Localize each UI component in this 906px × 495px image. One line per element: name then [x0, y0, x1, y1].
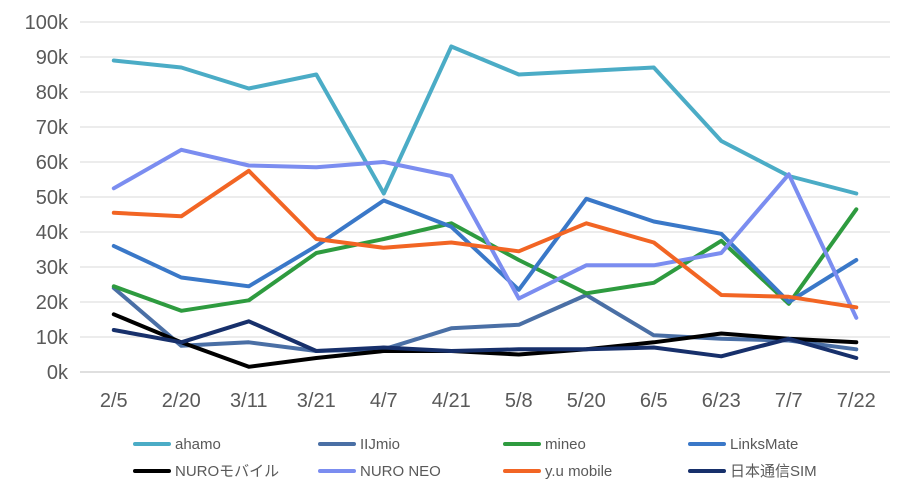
legend-label: IIJmio — [360, 436, 400, 453]
x-tick-label: 2/20 — [162, 390, 201, 412]
x-tick-label: 4/7 — [370, 390, 398, 412]
legend-label: 日本通信SIM — [730, 463, 817, 480]
x-tick-label: 4/21 — [432, 390, 471, 412]
legend-label: ahamo — [175, 436, 221, 453]
legend-label: NUROモバイル — [175, 463, 279, 480]
y-tick-label: 50k — [36, 187, 69, 209]
x-tick-label: 6/23 — [702, 390, 741, 412]
y-tick-label: 70k — [36, 117, 69, 139]
y-tick-label: 0k — [47, 362, 69, 384]
x-tick-label: 6/5 — [640, 390, 668, 412]
x-tick-label: 3/11 — [230, 390, 267, 412]
series-line-2: mineo — [111, 207, 859, 313]
y-tick-label: 90k — [36, 47, 69, 69]
x-tick-label: 7/22 — [837, 390, 876, 412]
legend-label: y.u mobile — [545, 463, 612, 480]
x-tick-label: 5/8 — [505, 390, 533, 412]
x-tick-label: 5/20 — [567, 390, 606, 412]
gridlines — [80, 21, 890, 373]
series-line-0: ahamo — [111, 44, 859, 196]
y-tick-label: 20k — [36, 292, 69, 314]
legend: ahamo IIJmio mineo LinksMate NUROモバイル NURO NE… — [133, 436, 817, 480]
y-axis-tick-labels: 0k 10k 20k 30k 40k 50k 60k 70k 80k 90k 100k — [25, 12, 69, 384]
y-tick-label: 80k — [36, 82, 69, 104]
x-axis-tick-labels: 2/5 2/20 3/11 3/21 4/7 4/21 5/8 5/20 6/5 6/23 7/7 7… — [100, 390, 876, 412]
legend-label: mineo — [545, 436, 586, 453]
y-tick-label: 100k — [25, 12, 69, 34]
series-line-4: NUROモバイル — [111, 312, 859, 369]
series-line-7: 日本通信SIM — [111, 319, 859, 360]
x-tick-label: 2/5 — [100, 390, 128, 412]
y-tick-label: 10k — [36, 327, 69, 349]
series-line-6: y.u mobile — [111, 168, 859, 310]
y-tick-label: 30k — [36, 257, 69, 279]
series-line-1: IIJmio — [111, 286, 859, 353]
series-line-3: LinksMate — [111, 196, 859, 304]
legend-label: NURO NEO — [360, 463, 441, 480]
series-line-5: NURO NEO — [111, 147, 859, 320]
y-tick-label: 40k — [36, 222, 69, 244]
legend-label: LinksMate — [730, 436, 798, 453]
x-tick-label: 7/7 — [775, 390, 803, 412]
x-tick-label: 3/21 — [297, 390, 336, 412]
y-tick-label: 60k — [36, 152, 69, 174]
